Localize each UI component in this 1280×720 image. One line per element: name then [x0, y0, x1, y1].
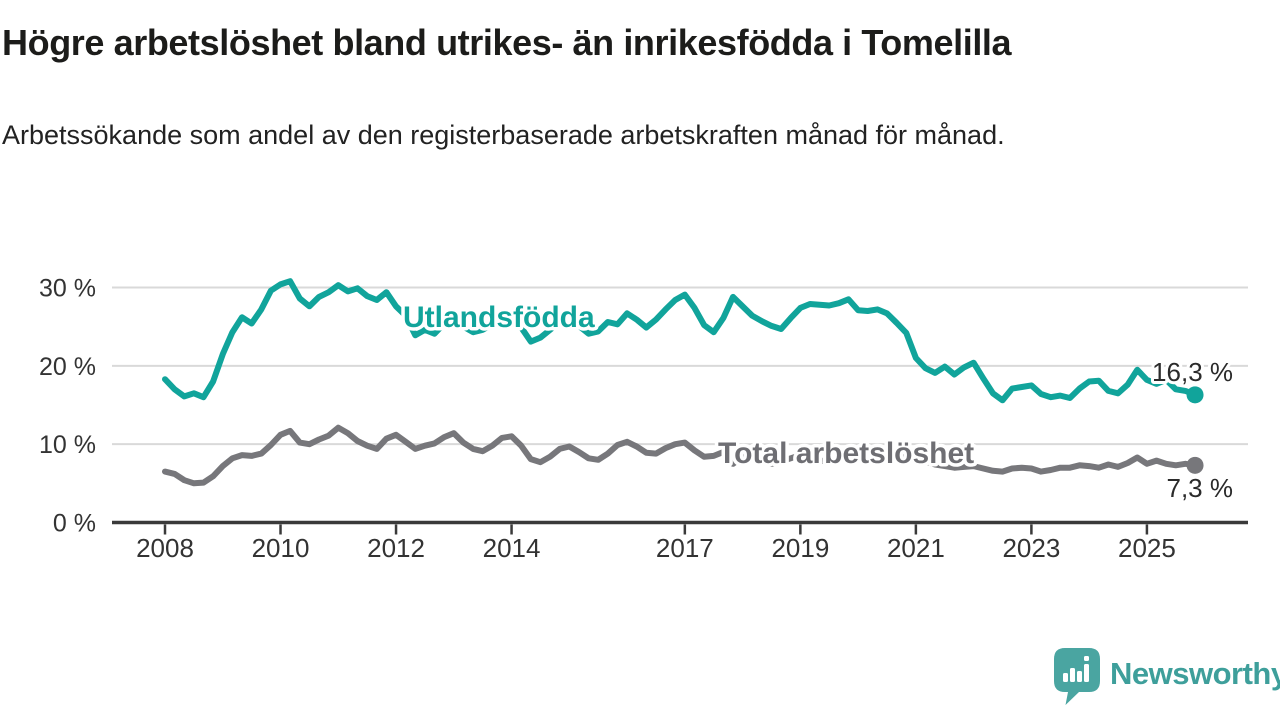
newsworthy-brand-name: Newsworthy — [1110, 655, 1280, 691]
y-tick-label: 30 % — [39, 275, 96, 303]
series-label-utlandsfodda: Utlandsfödda — [403, 301, 595, 334]
page-subtitle: Arbetssökande som andel av den registerb… — [2, 120, 1005, 150]
end-value-label: 16,3 % — [1152, 357, 1233, 387]
x-tick-label: 2017 — [656, 533, 714, 563]
x-tick-label: 2021 — [887, 533, 945, 563]
y-tick-label: 20 % — [39, 353, 96, 381]
x-tick-label: 2019 — [771, 533, 829, 563]
x-tick-label: 2025 — [1118, 533, 1176, 563]
grid-lines — [112, 286, 1248, 446]
newsworthy-logo-icon — [1054, 648, 1100, 705]
page-title: Högre arbetslöshet bland utrikes- än inr… — [2, 22, 1012, 63]
x-tick-label: 2010 — [252, 533, 310, 563]
series-line-utlandsfodda — [162, 278, 1199, 404]
x-tick-label: 2014 — [483, 533, 541, 563]
end-value-label: 7,3 % — [1167, 473, 1234, 503]
y-axis-labels: 0 % 10 % 20 % 30 % — [39, 275, 96, 538]
series-end-dot — [1186, 386, 1204, 404]
x-tick-label: 2012 — [367, 533, 425, 563]
series-line-total — [162, 424, 1199, 487]
y-tick-label: 10 % — [39, 431, 96, 459]
y-tick-label: 0 % — [53, 510, 96, 538]
x-tick-label: 2023 — [1002, 533, 1060, 563]
newsworthy-logo: Newsworthy — [1054, 648, 1280, 706]
series-label-total: Total arbetslöshet — [718, 437, 974, 470]
x-tick-label: 2008 — [136, 533, 194, 563]
x-axis: 2008 2010 2012 2014 2017 2019 2021 2023 2025 — [112, 520, 1248, 563]
series-end-dot — [1186, 456, 1204, 474]
